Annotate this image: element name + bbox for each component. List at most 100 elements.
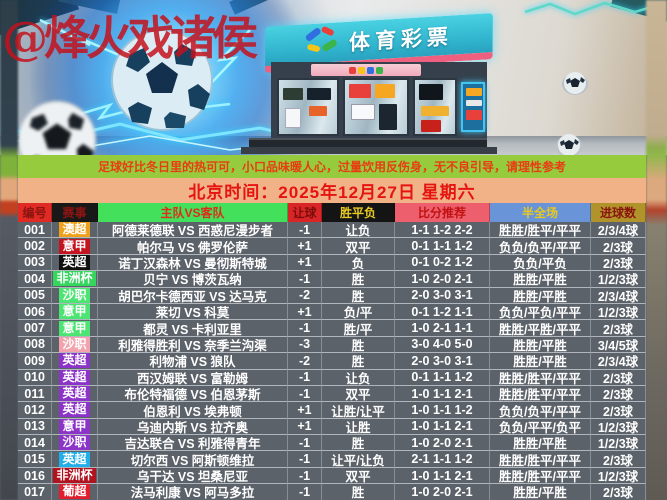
table-row: 004 非洲杯 贝宁 VS 博茨瓦纳 -1 胜 1-0 2-0 2-1 胜胜/平胜 1/2/3… [18, 271, 646, 288]
goals-pick: 2/3/4球 [591, 287, 646, 304]
goals-pick: 2/3球 [591, 369, 646, 386]
league-badge-label: 意甲 [59, 238, 90, 254]
goals-pick: 1/2/3球 [591, 435, 646, 452]
row-id: 009 [18, 353, 52, 370]
score-picks: 1-0 2-0 2-1 [395, 484, 490, 500]
goals-pick: 2/3球 [591, 320, 646, 337]
wdl-pick: 胜/平 [322, 320, 395, 337]
wdl-pick: 负 [322, 254, 395, 272]
store-mini-sign [311, 64, 421, 76]
header-scores: 比分推荐 [395, 203, 490, 222]
match-teams: 伯恩利 VS 埃弗顿 [98, 402, 288, 419]
wdl-pick: 让负 [322, 222, 395, 239]
row-id: 008 [18, 336, 52, 354]
handicap: -1 [288, 320, 322, 337]
watermark-text: @烽火戏诸侯 [2, 11, 258, 65]
half-full-picks: 胜胜/胜平/平平 [490, 369, 591, 386]
store-window [413, 78, 457, 136]
soccer-ball-small [562, 70, 588, 101]
row-id: 010 [18, 369, 52, 386]
row-id: 006 [18, 303, 52, 321]
half-full-picks: 胜胜/胜平/平平 [490, 467, 591, 485]
wdl-pick: 胜 [322, 435, 395, 452]
league-badge-label: 英超 [59, 386, 90, 402]
score-picks: 1-0 1-1 2-1 [395, 418, 490, 436]
right-blur-strip [646, 0, 667, 500]
goals-pick: 2/3/4球 [591, 353, 646, 370]
score-picks: 0-1 1-1 1-2 [395, 238, 490, 255]
neon-scribble [524, 1, 656, 16]
table-header-row: 编号 赛事 主队VS客队 让球 胜平负 比分推荐 半全场 进球数 [18, 203, 646, 222]
wdl-pick: 胜 [322, 271, 395, 288]
league-badge-label: 沙职 [59, 287, 90, 303]
wdl-pick: 胜 [322, 484, 395, 500]
table-row: 009 英超 利物浦 VS 狼队 -2 胜 2-0 3-0 3-1 胜胜/平胜 2/3/4球 [18, 353, 646, 370]
match-teams: 乌干达 VS 坦桑尼亚 [98, 467, 288, 485]
half-full-picks: 胜胜/平胜/平平 [490, 320, 591, 337]
half-full-picks: 胜胜/胜平/平平 [490, 385, 591, 403]
wdl-pick: 让胜/让平 [322, 402, 395, 419]
goals-pick: 1/2/3球 [591, 418, 646, 436]
wdl-pick: 让胜 [322, 418, 395, 436]
table-row: 003 英超 诺丁汉森林 VS 曼彻斯特城 +1 负 0-1 0-2 1-2 负负/平负 2/… [18, 254, 646, 272]
table-row: 006 意甲 莱切 VS 科莫 +1 负/平 0-1 1-2 1-1 负负/平负/平平 1/2… [18, 303, 646, 321]
store-steps [249, 140, 487, 148]
goals-pick: 2/3球 [591, 451, 646, 468]
row-id: 013 [18, 418, 52, 436]
goals-pick: 1/2/3球 [591, 467, 646, 485]
store-facade [271, 62, 487, 140]
row-id: 003 [18, 254, 52, 272]
prediction-table: 编号 赛事 主队VS客队 让球 胜平负 比分推荐 半全场 进球数 001 澳超 阿德… [18, 203, 646, 500]
league-badge-label: 英超 [59, 451, 90, 467]
table-row: 013 意甲 乌迪内斯 VS 拉齐奥 +1 让胜 1-0 1-1 2-1 负负/平平/负平 1… [18, 418, 646, 436]
header-half-full: 半全场 [490, 203, 591, 222]
league-badge: 意甲 [52, 320, 98, 337]
table-row: 008 沙职 利雅得胜利 VS 奈季兰沟渠 -3 胜 3-0 4-0 5-0 胜胜/平胜 3/… [18, 336, 646, 354]
notice-text: 足球好比冬日里的热可可，小口品味暖人心，过量饮用反伤身，无不良引导，请理性参考 [97, 160, 566, 174]
handicap: -1 [288, 451, 322, 468]
league-badge: 英超 [52, 254, 98, 272]
half-full-picks: 胜胜/胜平/平平 [490, 222, 591, 239]
table-row: 012 英超 伯恩利 VS 埃弗顿 +1 让胜/让平 1-0 1-1 1-2 负负/负平/平… [18, 402, 646, 419]
score-picks: 1-0 2-0 2-1 [395, 435, 490, 452]
row-id: 011 [18, 385, 52, 403]
soccer-ball-burst [110, 28, 214, 137]
handicap: +1 [288, 238, 322, 255]
goals-pick: 2/3球 [591, 254, 646, 272]
score-picks: 0-1 1-2 1-1 [395, 303, 490, 321]
header-id: 编号 [18, 203, 52, 222]
half-full-picks: 胜胜/平胜 [490, 435, 591, 452]
match-teams: 莱切 VS 科莫 [98, 303, 288, 321]
match-teams: 西汉姆联 VS 富勒姆 [98, 369, 288, 386]
match-teams: 利雅得胜利 VS 奈季兰沟渠 [98, 336, 288, 354]
match-teams: 吉达联合 VS 利雅得青年 [98, 435, 288, 452]
pillar-ad-board [461, 82, 485, 132]
date-banner: 北京时间：2025年12月27日 星期六 [18, 178, 646, 203]
row-id: 001 [18, 222, 52, 239]
league-badge: 英超 [52, 451, 98, 468]
goals-pick: 2/3球 [591, 402, 646, 419]
handicap: -1 [288, 467, 322, 485]
row-id: 012 [18, 402, 52, 419]
goals-pick: 2/3球 [591, 484, 646, 500]
league-badge: 英超 [52, 385, 98, 403]
table-row: 001 澳超 阿德莱德联 VS 西惑尼漫步者 -1 让负 1-1 1-2 2-2 胜胜/胜平… [18, 222, 646, 239]
wdl-pick: 双平 [322, 238, 395, 255]
handicap: -2 [288, 353, 322, 370]
header-league: 赛事 [52, 203, 98, 222]
score-picks: 1-0 1-1 2-1 [395, 467, 490, 485]
table-row: 014 沙职 吉达联合 VS 利雅得青年 -1 胜 1-0 2-0 2-1 胜胜/平胜 1/2… [18, 435, 646, 452]
half-full-picks: 负负/负平/平平 [490, 238, 591, 255]
league-badge: 沙职 [52, 435, 98, 452]
row-id: 002 [18, 238, 52, 255]
header-goals: 进球数 [591, 203, 646, 222]
store-window [277, 78, 339, 136]
league-badge-label: 非洲杯 [53, 271, 96, 287]
league-badge: 意甲 [52, 238, 98, 255]
handicap: -3 [288, 336, 322, 354]
wdl-pick: 胜 [322, 353, 395, 370]
match-teams: 诺丁汉森林 VS 曼彻斯特城 [98, 254, 288, 272]
league-badge-label: 澳超 [59, 222, 90, 238]
row-id: 004 [18, 271, 52, 288]
score-picks: 2-1 1-1 1-2 [395, 451, 490, 468]
